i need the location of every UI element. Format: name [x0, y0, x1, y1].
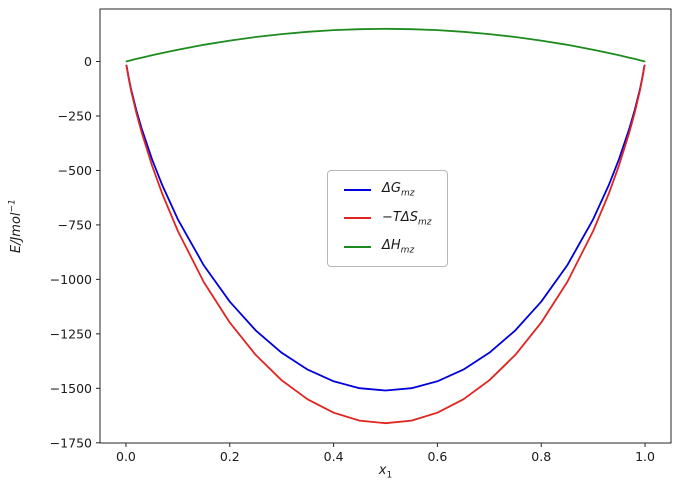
legend-label-dG: ΔGmz	[382, 181, 415, 199]
legend-line-dH	[344, 245, 371, 248]
y-axis-label: E/Jmol−1	[7, 199, 25, 254]
x-tick-label: 0.6	[427, 449, 447, 464]
x-tick-label: 1.0	[635, 449, 655, 464]
x-axis-label: x1	[378, 463, 393, 481]
y-tick-label: −1250	[50, 326, 92, 341]
x-tick-label: 0.2	[220, 449, 240, 464]
series-line-minusTdS_mz	[125, 64, 646, 425]
legend: ΔGmz −TΔSmz ΔHmz	[327, 170, 449, 267]
x-tick-label: 0.0	[116, 449, 136, 464]
y-tick-label: −750	[58, 217, 92, 232]
series-line-dG_mz	[125, 64, 646, 392]
x-tick-label: 0.8	[531, 449, 551, 464]
axes-box	[99, 8, 672, 444]
legend-label-minusTdS: −TΔSmz	[382, 209, 432, 228]
y-tick-label: −250	[58, 108, 92, 123]
legend-line-dG	[344, 188, 371, 191]
y-tick-label: −500	[58, 163, 92, 178]
legend-entry-dH: ΔHmz	[344, 238, 431, 256]
legend-line-minusTdS	[344, 217, 371, 220]
y-tick-label: −1750	[50, 435, 92, 450]
legend-label-dH: ΔHmz	[382, 238, 415, 256]
y-tick-label: −1000	[50, 272, 92, 287]
series-line-dH_mz	[125, 27, 646, 63]
legend-entry-dG: ΔGmz	[344, 181, 431, 199]
y-tick-label: −1500	[50, 381, 92, 396]
x-tick-label: 0.4	[324, 449, 344, 464]
legend-entry-minusTdS: −TΔSmz	[344, 209, 432, 228]
y-tick-label: 0	[84, 54, 92, 69]
